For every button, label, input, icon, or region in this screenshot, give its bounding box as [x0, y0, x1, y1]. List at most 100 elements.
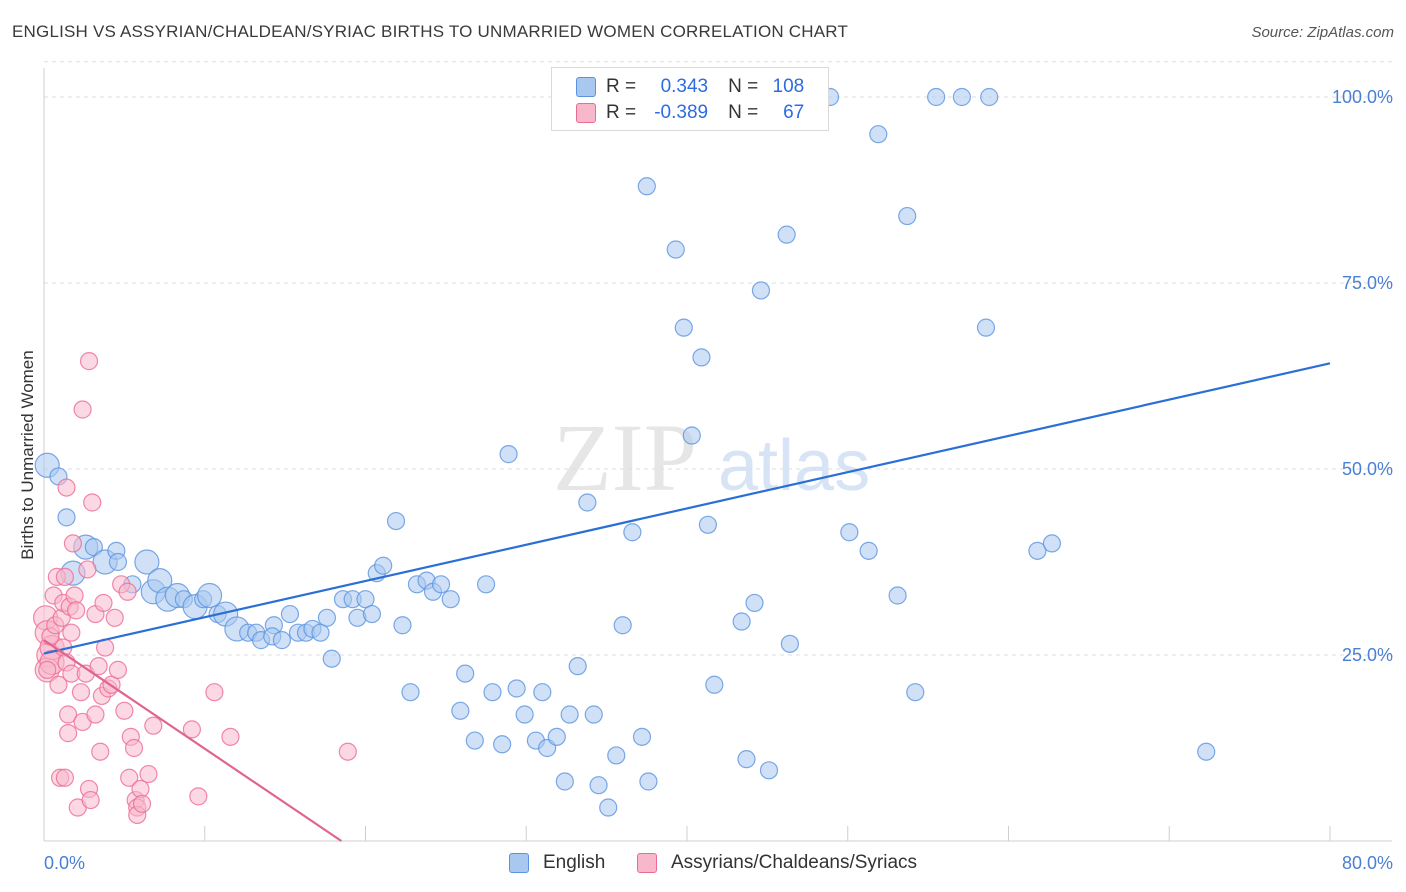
legend: R = 0.343 N = 108 R = -0.389 N = 67: [551, 67, 829, 131]
y-tick-labels: 25.0% 50.0% 75.0% 100.0%: [1332, 87, 1393, 665]
bottom-legend: English Assyrians/Chaldeans/Syriacs: [0, 850, 1406, 880]
assyrian-point: [71, 683, 91, 702]
assyrian-point: [132, 794, 152, 813]
legend-r-label: R =: [606, 102, 637, 123]
assyrian-point: [189, 787, 208, 806]
x-tick-label-max: 80.0%: [1342, 853, 1393, 873]
english-trend-line: [43, 362, 1331, 655]
english-point: [57, 508, 76, 527]
legend-swatch-english: [576, 77, 596, 97]
english-point: [386, 511, 406, 531]
legend-n-label: N =: [728, 102, 759, 123]
x-tick-label-min: 0.0%: [44, 853, 85, 873]
english-point: [515, 705, 534, 724]
english-point: [196, 582, 223, 609]
english-point: [632, 727, 652, 746]
assyrian-trend-line: [43, 639, 343, 842]
legend-swatch-assyrian: [576, 103, 596, 123]
assyrian-point: [205, 683, 224, 702]
english-point: [1042, 534, 1062, 553]
legend-r-value: 0.343: [660, 76, 709, 97]
bottom-legend-assyrian[interactable]: Assyrians/Chaldeans/Syriacs: [637, 852, 917, 874]
english-point: [927, 87, 946, 107]
english-point: [589, 776, 608, 795]
english-point: [637, 177, 656, 196]
english-point: [732, 612, 751, 631]
assyrian-point: [63, 534, 83, 553]
english-point: [568, 657, 587, 676]
english-point: [84, 538, 103, 557]
english-point: [840, 523, 859, 542]
english-point: [745, 593, 764, 613]
bottom-legend-english[interactable]: English: [509, 852, 605, 874]
assyrian-point: [79, 352, 99, 371]
english-point: [322, 649, 341, 668]
english-point: [431, 575, 451, 594]
english-point: [317, 608, 337, 627]
legend-row-english: R = 0.343 N = 108: [552, 73, 804, 101]
legend-n-value: 67: [783, 102, 805, 123]
assyrian-point: [59, 705, 78, 724]
x-ticks: [43, 826, 1331, 841]
legend-row-assyrian: R = -0.389 N = 67: [552, 99, 804, 127]
english-point: [751, 281, 771, 300]
english-point: [898, 206, 917, 226]
english-point: [599, 798, 618, 817]
chart-title: ENGLISH VS ASSYRIAN/CHALDEAN/SYRIAC BIRT…: [12, 22, 849, 41]
assyrian-point: [120, 768, 139, 787]
english-points: [34, 87, 1216, 817]
assyrian-point: [55, 768, 74, 787]
assyrian-point: [86, 705, 105, 724]
assyrian-point: [55, 567, 74, 586]
english-point: [533, 683, 552, 702]
assyrian-point: [67, 601, 86, 620]
english-point: [859, 541, 878, 560]
english-point: [639, 772, 658, 791]
assyrian-point: [83, 493, 102, 512]
english-point: [441, 590, 460, 609]
english-point: [666, 240, 685, 259]
english-point: [1028, 541, 1047, 560]
assyrian-point: [118, 582, 137, 601]
english-point: [578, 493, 597, 512]
english-point: [555, 772, 574, 791]
legend-r-value: -0.389: [654, 102, 709, 123]
english-point: [547, 727, 566, 746]
assyrian-point: [124, 738, 144, 758]
english-point: [737, 750, 756, 769]
legend-r-label: R =: [606, 76, 637, 97]
bottom-legend-swatch-assyrian: [637, 853, 657, 873]
assyrian-point: [38, 660, 57, 679]
assyrian-point: [115, 701, 134, 720]
english-point: [374, 556, 393, 575]
y-tick-label: 100.0%: [1332, 87, 1393, 107]
english-point: [280, 604, 300, 624]
english-point: [393, 616, 412, 635]
y-tick-label: 75.0%: [1342, 273, 1393, 293]
english-point: [507, 679, 526, 698]
y-tick-label: 50.0%: [1342, 459, 1393, 479]
english-point: [674, 318, 693, 337]
trend-lines: [43, 362, 1331, 842]
source-label: Source: ZipAtlas.com: [1251, 24, 1394, 41]
watermark-zip: ZIP: [553, 404, 697, 511]
english-point: [584, 705, 603, 724]
assyrian-point: [78, 560, 97, 579]
assyrian-point: [81, 790, 100, 810]
english-point: [465, 731, 484, 750]
assyrian-point: [108, 660, 128, 679]
english-point: [362, 604, 382, 624]
assyrian-point: [49, 675, 68, 694]
english-point: [134, 549, 160, 575]
english-point: [483, 683, 502, 702]
legend-n-label: N =: [728, 76, 759, 97]
assyrian-point: [182, 720, 201, 739]
assyrian-point: [62, 623, 81, 642]
y-tick-label: 25.0%: [1342, 645, 1393, 665]
english-point: [499, 445, 518, 464]
assyrian-point: [221, 727, 240, 746]
english-point: [869, 125, 888, 144]
english-point: [976, 318, 996, 337]
bottom-legend-label-english: English: [543, 852, 606, 873]
